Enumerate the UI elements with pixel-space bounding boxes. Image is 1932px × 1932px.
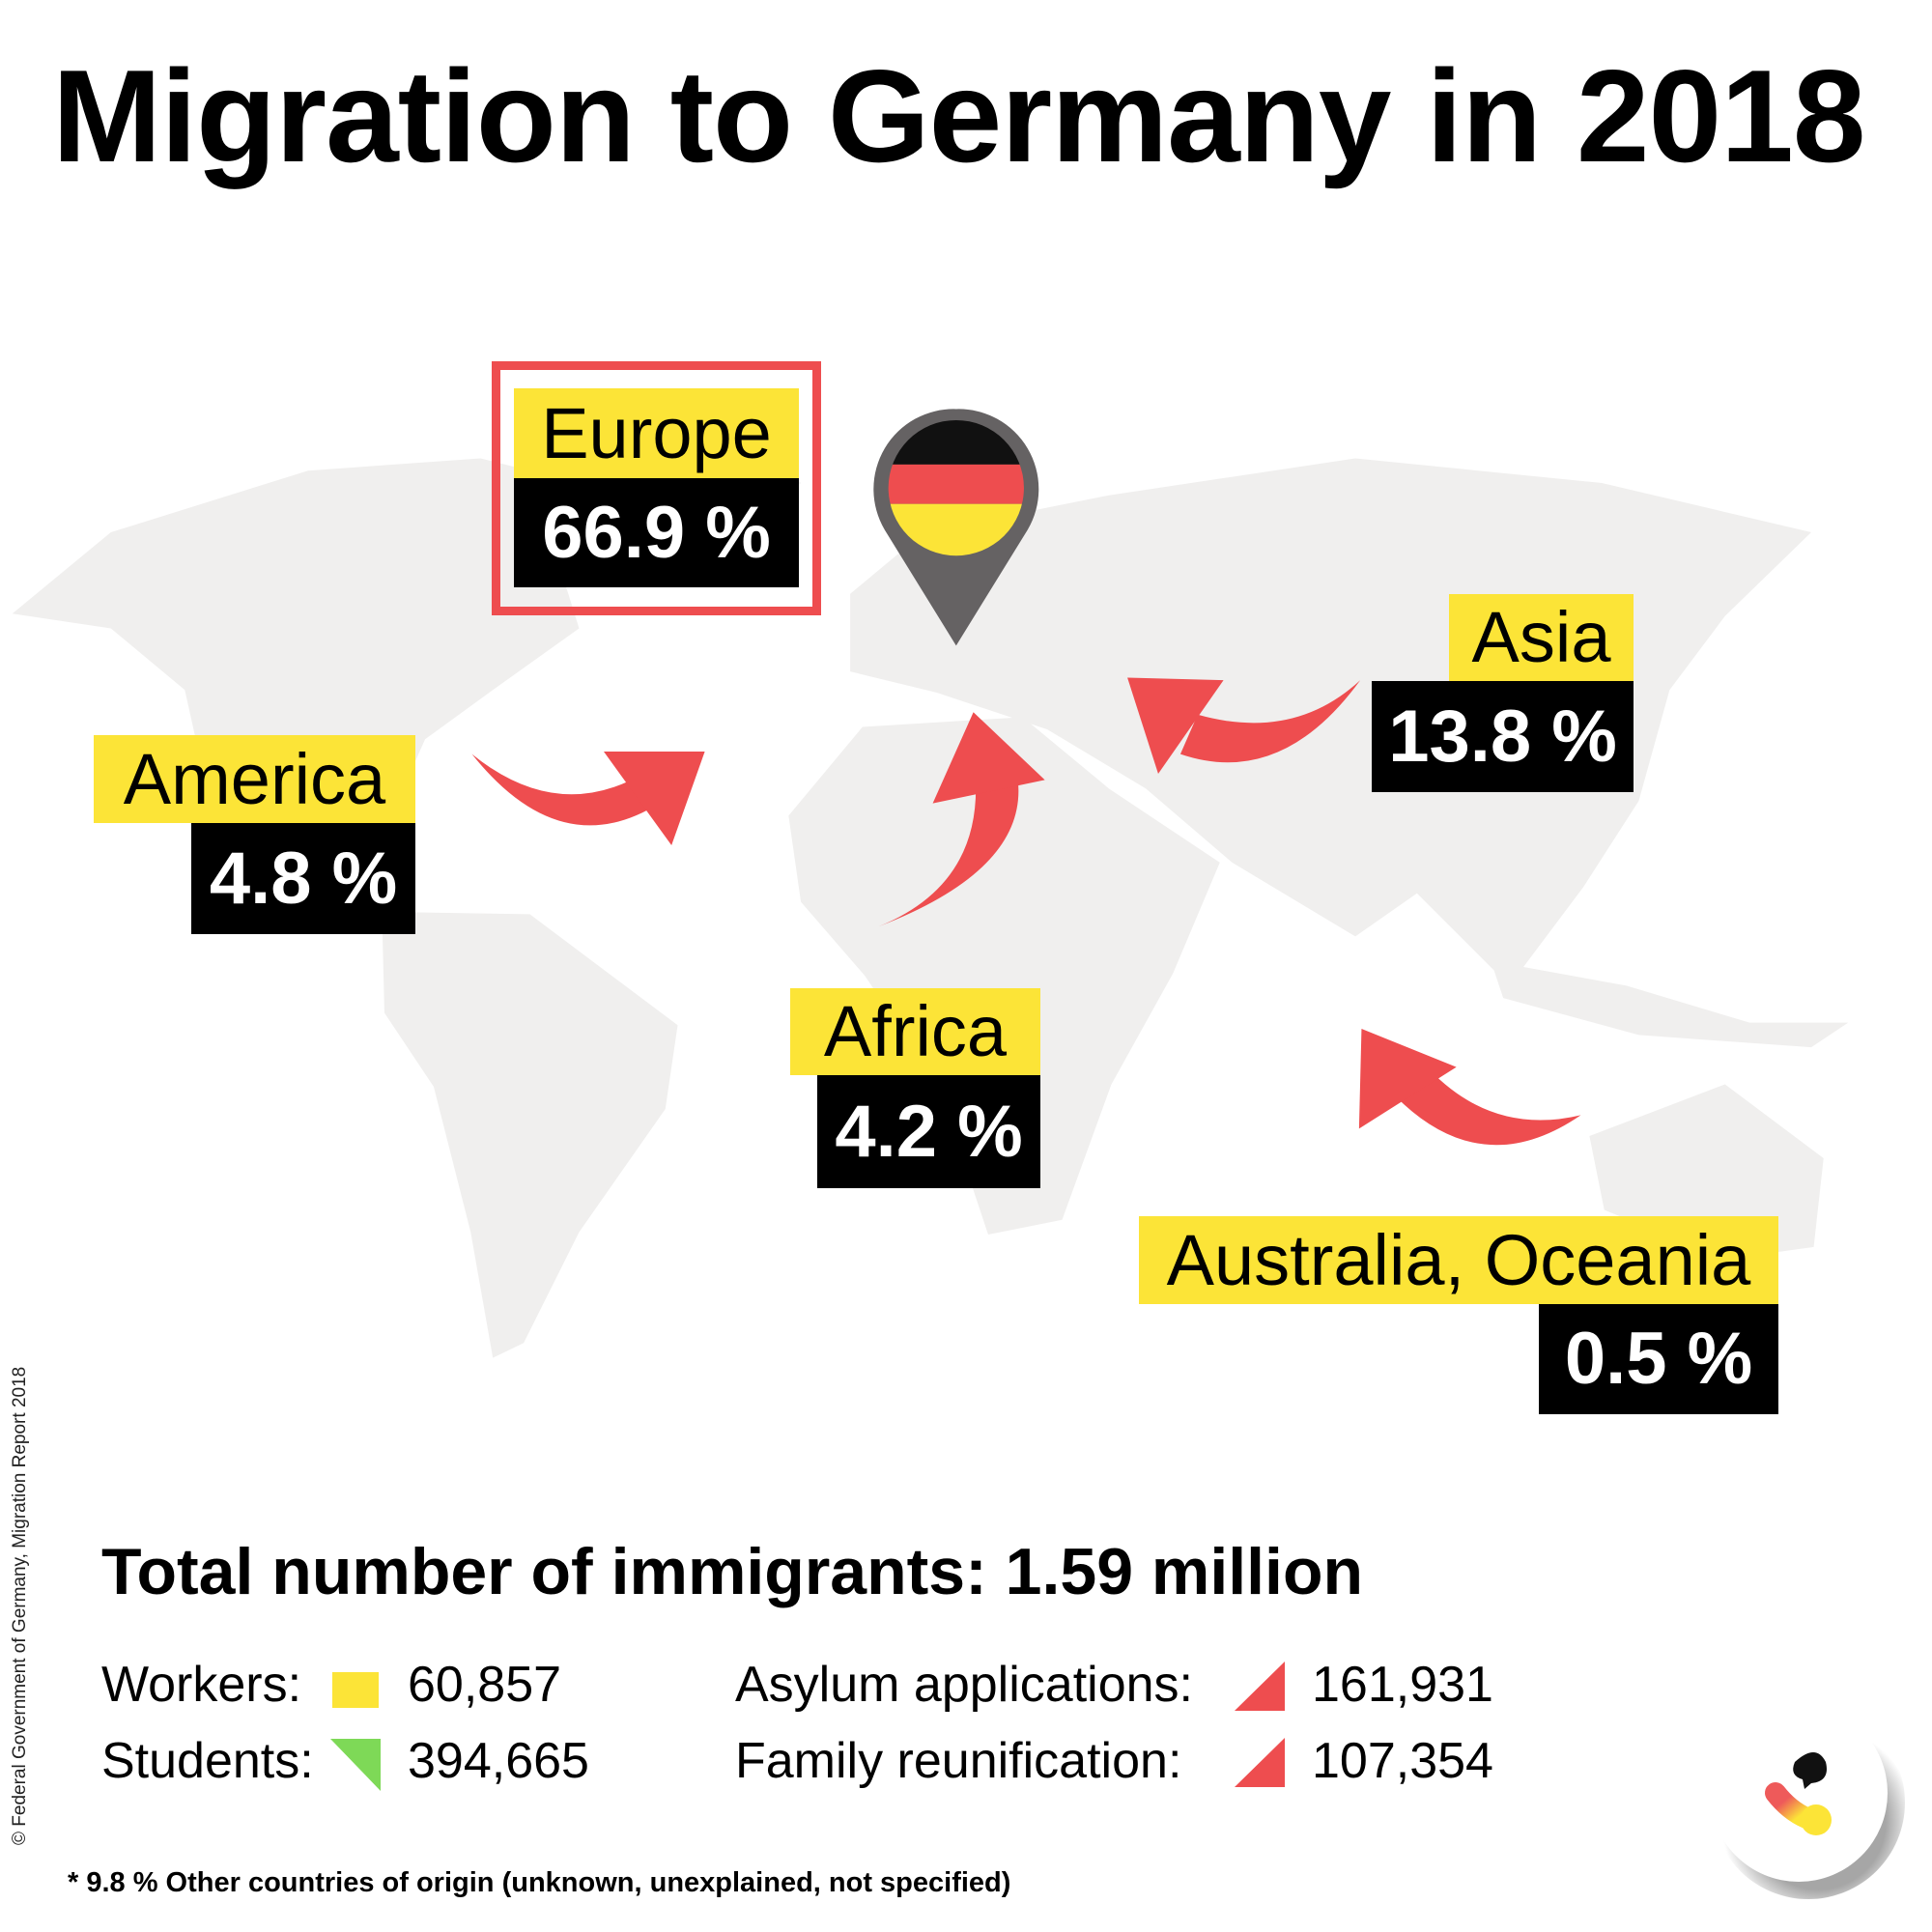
region-label-europe: Europe [514,388,799,478]
family-value: 107,354 [1312,1733,1493,1789]
arrow-asia [1127,677,1361,775]
map-africa [788,717,1220,1236]
asylum-label: Asylum applications: [735,1657,1193,1713]
germany-pin-icon [873,409,1039,646]
asylum-red-triangle-icon [1235,1662,1285,1711]
region-label-america: America [94,735,415,823]
arrow-africa [878,712,1045,927]
region-label-oceania: Australia, Oceania [1139,1216,1778,1304]
map-south-america [382,911,678,1358]
footnote: * 9.8 % Other countries of origin (unkno… [68,1867,1011,1898]
arrow-oceania [1358,1029,1581,1146]
workers-value: 60,857 [408,1657,562,1713]
students-label: Students: [101,1733,314,1789]
region-percent-asia: 13.8 % [1372,681,1634,792]
total-immigrants: Total number of immigrants: 1.59 million [101,1535,1364,1608]
logo-icon [1710,1704,1905,1899]
map-eurasia [850,458,1811,986]
family-label: Family reunification: [735,1733,1182,1789]
workers-label: Workers: [101,1657,302,1713]
region-label-africa: Africa [790,988,1040,1075]
region-label-asia: Asia [1449,594,1634,681]
copyright: © Federal Government of Germany, Migrati… [10,1366,30,1845]
europe-highlight-box [492,361,821,615]
workers-yellow-square-icon [332,1672,379,1708]
region-percent-europe: 66.9 % [514,478,799,587]
region-percent-oceania: 0.5 % [1539,1304,1778,1414]
students-green-triangle-icon [330,1739,381,1791]
map-north-america [12,458,580,919]
students-value: 394,665 [408,1733,589,1789]
region-percent-america: 4.8 % [191,823,415,934]
arrow-america [471,752,705,845]
map-australia [1589,1084,1824,1260]
map-indonesia [1491,960,1849,1048]
family-red-triangle-icon [1235,1738,1285,1787]
region-percent-africa: 4.2 % [817,1075,1040,1188]
asylum-value: 161,931 [1312,1657,1493,1713]
page-title: Migration to Germany in 2018 [52,43,1865,189]
